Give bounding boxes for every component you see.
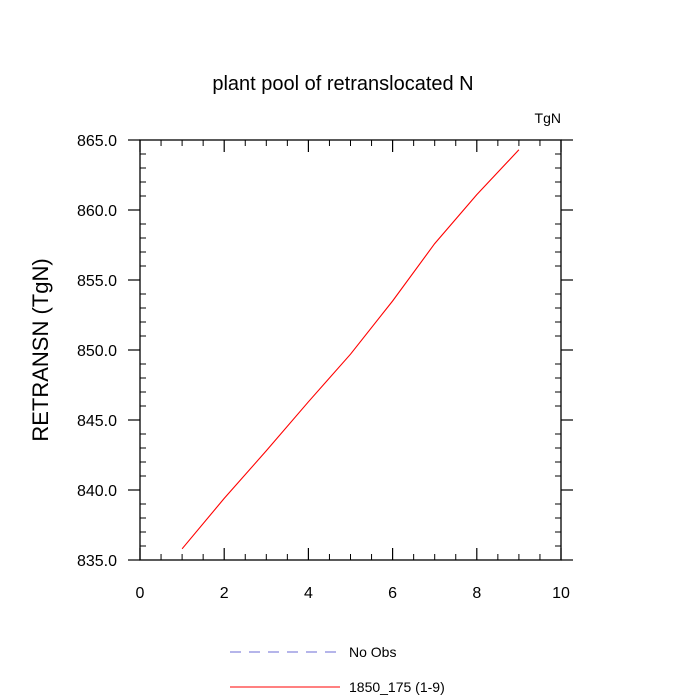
legend-label: No Obs	[349, 644, 396, 660]
x-tick-label: 2	[220, 585, 229, 602]
x-tick-label: 8	[472, 585, 481, 602]
plot-frame	[139, 139, 562, 561]
series-line	[181, 149, 520, 550]
y-tick-label: 865.0	[77, 133, 117, 150]
y-tick-label: 850.0	[77, 343, 117, 360]
units-label: TgN	[535, 110, 561, 126]
y-tick-label: 845.0	[77, 413, 117, 430]
y-tick-label: 855.0	[77, 273, 117, 290]
series-layer	[181, 149, 520, 550]
y-axis-label: RETRANSN (TgN)	[28, 258, 53, 441]
x-tick-label: 0	[136, 585, 145, 602]
x-tick-label: 6	[388, 585, 397, 602]
x-tick-label: 10	[552, 585, 570, 602]
y-tick-label: 840.0	[77, 483, 117, 500]
y-tick-label: 835.0	[77, 553, 117, 570]
y-tick-label: 860.0	[77, 203, 117, 220]
legend-label: 1850_175 (1-9)	[349, 679, 445, 695]
x-tick-label: 4	[304, 585, 313, 602]
ticks-layer: 0 2 4 6 8 10 835.0 840.0 845.0 850.0 855.0 860.0 865…	[77, 133, 573, 602]
legend: No Obs 1850_175 (1-9)	[230, 644, 445, 695]
chart-title: plant pool of retranslocated N	[212, 73, 473, 95]
